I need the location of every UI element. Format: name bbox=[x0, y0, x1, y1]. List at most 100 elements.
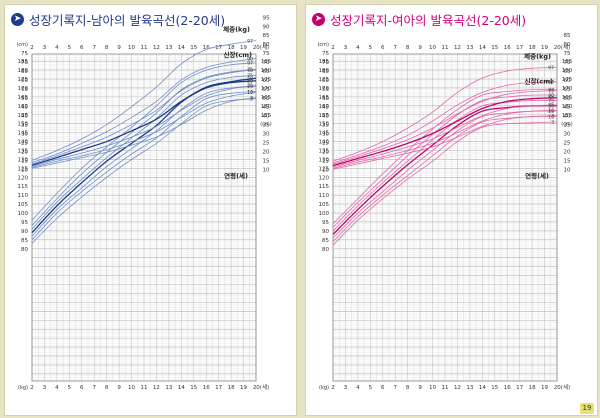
y-tick-label-right: 25 bbox=[263, 140, 270, 146]
percentile-label: 3 bbox=[551, 120, 554, 126]
y-tick-label-right: 155 bbox=[562, 113, 573, 119]
x-tick-label: 3 bbox=[43, 45, 47, 51]
y-tick-label: 165 bbox=[18, 95, 29, 101]
y-tick-label: 70 bbox=[21, 60, 28, 66]
axis-unit-label: (cm) bbox=[260, 122, 272, 128]
y-tick-label-right: 50 bbox=[564, 96, 571, 102]
axis-unit-label: (cm) bbox=[561, 122, 573, 128]
y-tick-label-right: 30 bbox=[263, 132, 270, 138]
y-tick-label: 125 bbox=[18, 166, 29, 172]
x-tick-label: 18 bbox=[529, 45, 536, 51]
y-tick-label-right: 35 bbox=[263, 123, 270, 129]
y-tick-label-right: 10 bbox=[263, 167, 270, 173]
weight-percentile-3 bbox=[31, 97, 257, 169]
x-tick-label: 9 bbox=[418, 385, 422, 391]
y-tick-label: 95 bbox=[322, 220, 329, 226]
height-percentile-10 bbox=[31, 91, 257, 241]
x-tick-label: 4 bbox=[55, 45, 59, 51]
y-tick-label: 45 bbox=[21, 105, 28, 111]
percentile-label: 50 bbox=[247, 79, 253, 85]
y-tick-label: 80 bbox=[322, 247, 329, 253]
x-tick-label: 16 bbox=[203, 385, 210, 391]
percentile-label: 50 bbox=[247, 76, 253, 82]
y-tick-label: 100 bbox=[18, 211, 29, 217]
y-tick-label: 155 bbox=[319, 113, 330, 119]
percentile-label: 75 bbox=[247, 73, 253, 79]
y-tick-label: 150 bbox=[319, 122, 330, 128]
y-tick-label-right: 80 bbox=[263, 42, 270, 48]
y-tick-label: 150 bbox=[18, 122, 29, 128]
x-tick-label: 2 bbox=[30, 385, 34, 391]
x-tick-label: 5 bbox=[68, 385, 72, 391]
x-tick-label: 5 bbox=[369, 385, 373, 391]
y-tick-label-right: 40 bbox=[564, 114, 571, 120]
y-tick-label: 25 bbox=[322, 140, 329, 146]
x-tick-label: 10 bbox=[429, 45, 436, 51]
x-tick-label: 6 bbox=[381, 45, 385, 51]
x-tick-label: 3 bbox=[43, 385, 47, 391]
x-tick-label: 10 bbox=[429, 385, 436, 391]
y-tick-label-right: 10 bbox=[564, 167, 571, 173]
y-tick-label-right: 90 bbox=[263, 24, 270, 30]
x-tick-label: 20(세) bbox=[253, 383, 269, 391]
y-tick-label-right: 165 bbox=[261, 95, 272, 101]
y-tick-label-right: 80 bbox=[564, 42, 571, 48]
x-tick-label: 18 bbox=[228, 45, 235, 51]
y-tick-label: 115 bbox=[319, 184, 330, 190]
x-tick-label: 3 bbox=[344, 45, 348, 51]
y-tick-label: 120 bbox=[319, 175, 330, 181]
y-tick-label-right: 180 bbox=[261, 68, 272, 74]
y-tick-label: 90 bbox=[322, 229, 329, 235]
height-percentile-90 bbox=[332, 94, 558, 228]
x-tick-label: 14 bbox=[479, 45, 486, 51]
height-percentile-75 bbox=[332, 99, 558, 232]
y-tick-label: 105 bbox=[18, 202, 29, 208]
y-tick-label: 160 bbox=[319, 104, 330, 110]
y-tick-label-right: 170 bbox=[261, 86, 272, 92]
x-tick-label: 5 bbox=[369, 45, 373, 51]
y-tick-label: 115 bbox=[18, 184, 29, 190]
y-tick-label: 145 bbox=[319, 131, 330, 137]
y-tick-label-right: 70 bbox=[263, 60, 270, 66]
y-tick-label: 170 bbox=[18, 86, 29, 92]
grid bbox=[31, 53, 257, 382]
y-tick-label-right: 160 bbox=[261, 104, 272, 110]
x-tick-label: 16 bbox=[504, 45, 511, 51]
x-tick-label: 17 bbox=[516, 45, 523, 51]
x-tick-label: 7 bbox=[393, 45, 397, 51]
y-tick-label: 140 bbox=[319, 140, 330, 146]
page-number: 19 bbox=[580, 403, 594, 414]
y-tick-label-right: 85 bbox=[263, 33, 270, 39]
x-tick-label: 5 bbox=[68, 45, 72, 51]
height-percentile-97 bbox=[332, 89, 558, 225]
y-tick-label: 145 bbox=[18, 131, 29, 137]
y-tick-label-right: 45 bbox=[263, 105, 270, 111]
y-tick-label: 185 bbox=[319, 59, 330, 65]
y-tick-label-right: 20 bbox=[263, 149, 270, 155]
x-tick-label: 19 bbox=[541, 45, 548, 51]
y-tick-label: 35 bbox=[21, 123, 28, 129]
x-axis-title: 연령(세) bbox=[525, 171, 549, 180]
y-tick-label: 80 bbox=[21, 247, 28, 253]
y-tick-label-right: 175 bbox=[562, 77, 573, 83]
x-tick-label: 20(세) bbox=[554, 43, 570, 51]
percentile-label: 3 bbox=[250, 96, 253, 102]
y-tick-label-right: 180 bbox=[562, 68, 573, 74]
x-tick-label: 2 bbox=[331, 45, 335, 51]
y-tick-label: 15 bbox=[322, 158, 329, 164]
y-tick-label: 25 bbox=[21, 140, 28, 146]
y-tick-label: 170 bbox=[319, 86, 330, 92]
y-tick-label: 175 bbox=[319, 77, 330, 83]
y-tick-label-right: 160 bbox=[562, 104, 573, 110]
percentile-label: 25 bbox=[548, 109, 554, 115]
y-tick-label: 40 bbox=[322, 114, 329, 120]
axis-unit-label: (kg) bbox=[319, 385, 329, 391]
x-tick-label: 12 bbox=[153, 45, 160, 51]
x-tick-label: 8 bbox=[406, 385, 410, 391]
percentile-label: 3 bbox=[250, 96, 253, 102]
x-tick-label: 18 bbox=[228, 385, 235, 391]
y-tick-label: 55 bbox=[21, 87, 28, 93]
x-tick-label: 10 bbox=[128, 385, 135, 391]
weight-percentile-3 bbox=[332, 115, 558, 170]
weight-percentile-25 bbox=[332, 104, 558, 168]
